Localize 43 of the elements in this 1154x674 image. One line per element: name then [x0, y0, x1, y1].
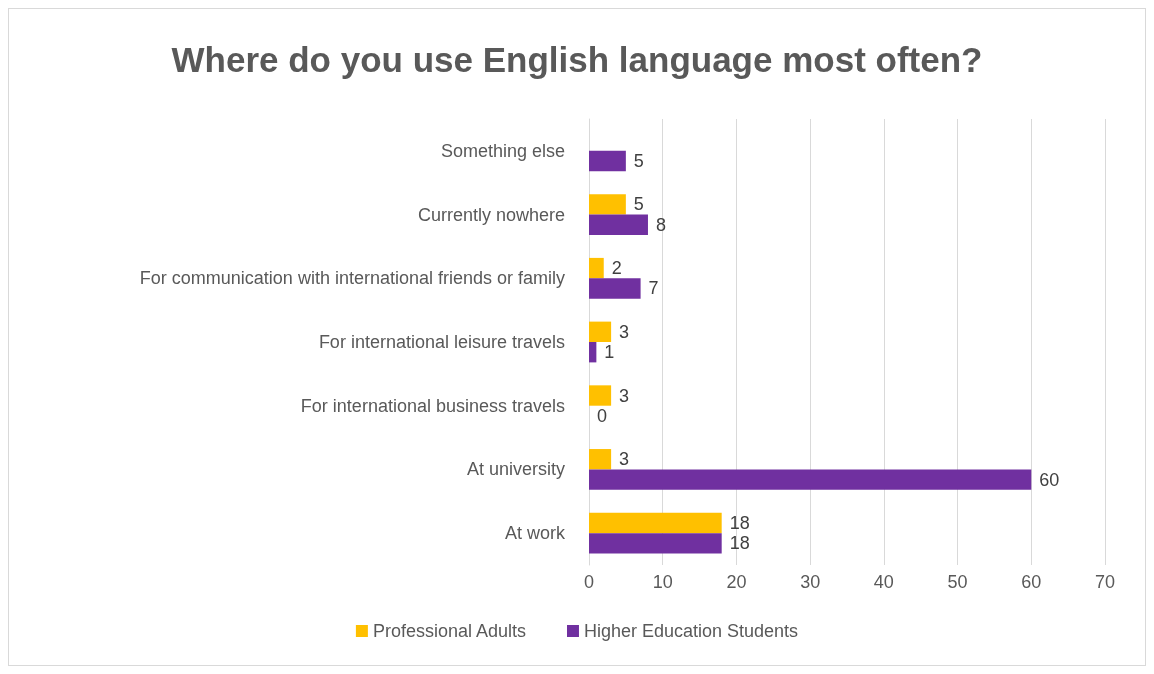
y-tick-label: At work: [504, 523, 566, 544]
data-label: 5: [633, 151, 644, 172]
data-label: 18: [729, 512, 750, 533]
data-label: 2: [611, 258, 622, 279]
data-label: 1: [604, 342, 615, 363]
data-label: 18: [729, 533, 750, 554]
data-label: 7: [648, 278, 659, 299]
y-tick-label: Currently nowhere: [417, 204, 565, 225]
y-tick-label: Something else: [440, 140, 565, 161]
y-tick-label: For communication with international friends or family: [139, 268, 565, 289]
x-tick-label: 60: [1021, 572, 1042, 592]
bar: [589, 278, 641, 299]
x-tick-label: 0: [583, 572, 595, 592]
data-label: 5: [633, 194, 644, 215]
x-tick-label: 10: [652, 572, 673, 592]
bar: [589, 469, 1032, 490]
bar: [589, 214, 648, 235]
legend-label: Professional Adults: [372, 621, 526, 641]
bar: [589, 321, 612, 342]
bar: [589, 194, 626, 215]
data-label: 0: [597, 405, 608, 426]
data-label: 8: [655, 214, 666, 235]
bar: [589, 449, 612, 470]
data-label: 3: [619, 321, 630, 342]
data-label: 60: [1039, 469, 1060, 490]
bar: [589, 150, 626, 172]
chart-title: Where do you use English language most often?: [171, 40, 983, 79]
bar: [589, 257, 604, 279]
x-tick-label: 50: [947, 572, 968, 592]
bar: [589, 533, 722, 554]
x-tick-label: 30: [800, 572, 821, 592]
x-tick-label: 70: [1094, 572, 1116, 592]
legend-label: Higher Education Students: [583, 621, 799, 641]
x-tick-label: 40: [873, 572, 894, 592]
y-tick-label: At university: [466, 459, 565, 480]
y-tick-label: For international business travels: [300, 395, 565, 416]
bar: [589, 385, 612, 406]
bar: [589, 342, 597, 363]
data-label: 3: [619, 385, 630, 406]
bar: [589, 512, 722, 534]
x-tick-label: 20: [726, 572, 747, 592]
y-tick-label: For international leisure travels: [318, 332, 565, 352]
data-label: 3: [619, 449, 630, 470]
